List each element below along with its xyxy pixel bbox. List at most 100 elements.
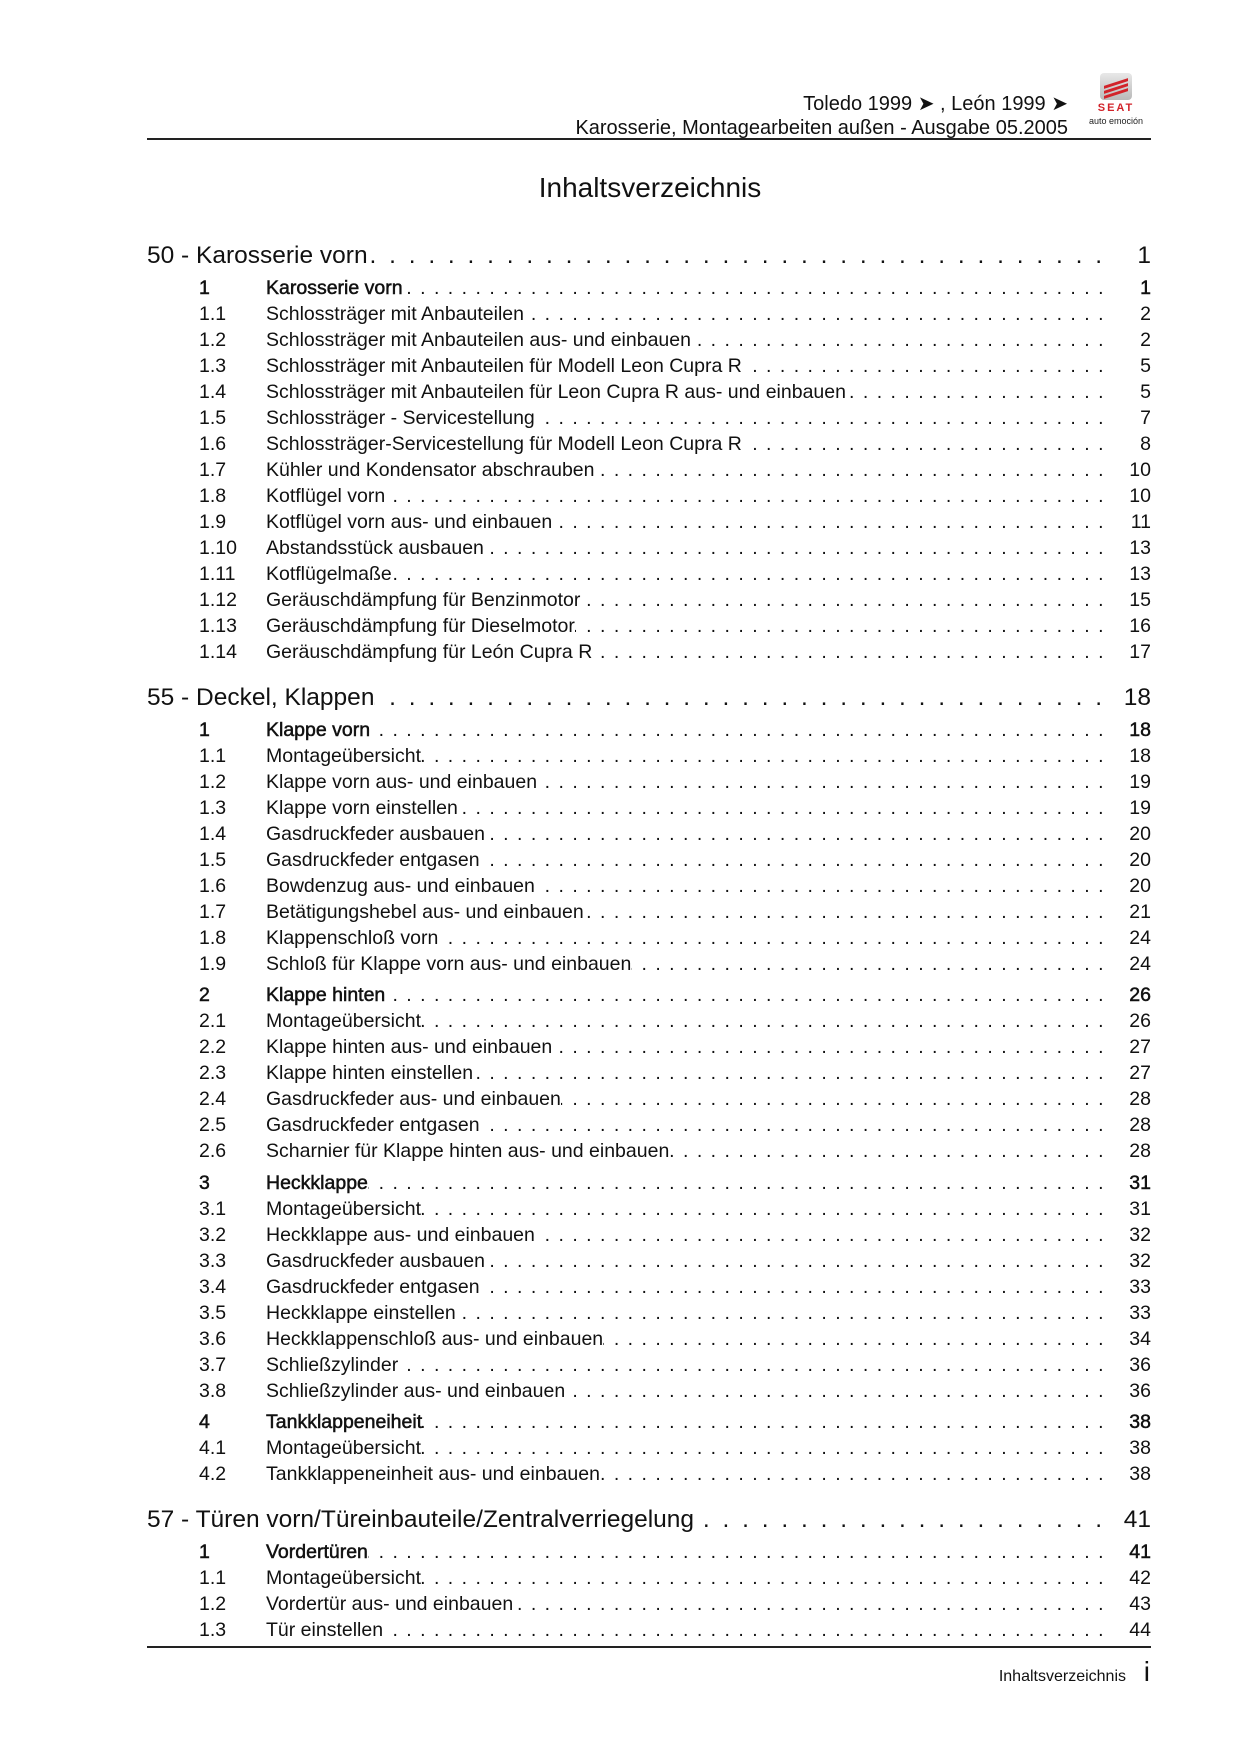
toc-entry[interactable]: 3.3 Gasdruckfeder ausbauen 32 (147, 1248, 1151, 1274)
toc-entry[interactable]: 1.2 Schlossträger mit Anbauteilen aus- un… (147, 327, 1151, 353)
dot-leader (385, 483, 1105, 509)
toc-chapter[interactable]: 1 Klappe vorn 18 (147, 717, 1152, 743)
dot-leader (513, 1591, 1105, 1617)
chapter-number: 1 (199, 277, 210, 300)
toc-entry[interactable]: 2.5 Gasdruckfeder entgasen 28 (147, 1112, 1151, 1138)
entry-title: Gasdruckfeder entgasen (266, 1275, 480, 1298)
entry-page: 32 (1129, 1249, 1151, 1272)
dot-leader (422, 1409, 1105, 1435)
table-of-contents: 50 - Karosserie vorn11Karosserie vorn11.… (147, 240, 1151, 1643)
dot-leader (694, 1504, 1105, 1536)
entry-page: 28 (1129, 1140, 1151, 1162)
toc-entry[interactable]: 1.12 Geräuschdämpfung für Benzinmotor 15 (147, 587, 1151, 613)
toc-entry[interactable]: 3.1 Montageübersicht 31 (147, 1196, 1151, 1222)
toc-entry[interactable]: 1.2 Vordertür aus- und einbauen 43 (147, 1591, 1151, 1617)
entry-title: Montageübersicht (266, 744, 422, 767)
toc-entry[interactable]: 1.11 Kotflügelmaße 13 (147, 561, 1151, 587)
toc-entry[interactable]: 1.5 Gasdruckfeder entgasen 20 (147, 847, 1151, 873)
section-title: 57 - Türen vorn/Türeinbauteile/Zentralve… (147, 1505, 695, 1533)
entry-number: 1.5 (199, 407, 227, 429)
toc-entry[interactable]: 3.2 Heckklappe aus- und einbauen 32 (147, 1222, 1151, 1248)
toc-entry[interactable]: 2.1 Montageübersicht 26 (147, 1008, 1151, 1034)
entry-title: Schließzylinder aus- und einbauen (266, 1379, 566, 1402)
toc-entry[interactable]: 1.8 Klappenschloß vorn 24 (147, 925, 1151, 951)
toc-entry[interactable]: 3.7 Schließzylinder 36 (147, 1352, 1151, 1378)
toc-entry[interactable]: 1.14 Geräuschdämpfung für León Cupra R 17 (147, 639, 1151, 665)
toc-entry[interactable]: 1.3 Klappe vorn einstellen 19 (147, 795, 1151, 821)
toc-section[interactable]: 50 - Karosserie vorn 1 (147, 240, 1151, 272)
toc-entry[interactable]: 1.5 Schlossträger - Servicestellung 7 (147, 405, 1151, 431)
toc-chapter[interactable]: 4 Tankklappeneiheit 38 (147, 1409, 1152, 1435)
toc-entry[interactable]: 3.6 Heckklappenschloß aus- und einbauen 34 (147, 1326, 1151, 1352)
entry-number: 1.3 (199, 796, 227, 819)
entry-number: 1.7 (199, 459, 227, 481)
chapter-number: 3 (199, 1171, 210, 1194)
dot-leader (537, 769, 1105, 795)
toc-entry[interactable]: 1.3 Tür einstellen 44 (147, 1617, 1151, 1643)
entry-title: Klappe vorn einstellen (266, 796, 458, 819)
chapter-page: 18 (1129, 718, 1151, 741)
entry-title: Kotflügelmaße (266, 563, 392, 585)
toc-entry[interactable]: 2.6 Scharnier für Klappe hinten aus- und … (147, 1138, 1151, 1164)
entry-title: Schlossträger mit Anbauteilen für Leon C… (266, 381, 846, 403)
entry-number: 1.8 (199, 926, 227, 949)
toc-section[interactable]: 57 - Türen vorn/Türeinbauteile/Zentralve… (147, 1504, 1151, 1536)
entry-page: 44 (1129, 1618, 1151, 1641)
toc-chapter[interactable]: 3 Heckklappe 31 (147, 1170, 1152, 1196)
toc-entry[interactable]: 1.7 Betätigungshebel aus- und einbauen 21 (147, 899, 1151, 925)
toc-entry[interactable]: 1.9 Schloß für Klappe vorn aus- und einba… (147, 951, 1151, 977)
toc-entry[interactable]: 1.7 Kühler und Kondensator abschrauben 10 (147, 457, 1151, 483)
toc-chapter[interactable]: 1 Vordertüren 41 (147, 1539, 1152, 1565)
toc-section[interactable]: 55 - Deckel, Klappen 18 (147, 682, 1151, 714)
toc-entry[interactable]: 1.9 Kotflügel vorn aus- und einbauen 11 (147, 509, 1151, 535)
dot-leader (603, 1326, 1105, 1352)
entry-number: 3.3 (199, 1249, 227, 1272)
toc-entry[interactable]: 4.2 Tankklappeneinheit aus- und einbauen 3… (147, 1461, 1151, 1487)
toc-entry[interactable]: 3.8 Schließzylinder aus- und einbauen 36 (147, 1378, 1151, 1404)
entry-page: 5 (1140, 355, 1151, 377)
toc-entry[interactable]: 1.1 Montageübersicht 18 (147, 743, 1151, 769)
entry-page: 18 (1129, 744, 1151, 767)
chapter-title: Heckklappe (266, 1171, 368, 1194)
entry-title: Klappe hinten aus- und einbauen (266, 1036, 553, 1058)
toc-entry[interactable]: 3.4 Gasdruckfeder entgasen 33 (147, 1274, 1151, 1300)
dot-leader (456, 1300, 1105, 1326)
dot-leader (480, 1274, 1105, 1300)
dot-leader (370, 717, 1105, 743)
entry-page: 13 (1129, 537, 1151, 559)
toc-entry[interactable]: 1.4 Schlossträger mit Anbauteilen für Leo… (147, 379, 1151, 405)
entry-number: 1.1 (199, 303, 227, 325)
entry-title: Abstandsstück ausbauen (266, 537, 484, 559)
toc-entry[interactable]: 1.13 Geräuschdämpfung für Dieselmotor 16 (147, 613, 1151, 639)
toc-entry[interactable]: 2.2 Klappe hinten aus- und einbauen 27 (147, 1034, 1151, 1060)
entry-title: Klappenschloß vorn (266, 926, 439, 949)
toc-entry[interactable]: 4.1 Montageübersicht 38 (147, 1435, 1151, 1461)
entry-page: 20 (1129, 822, 1151, 845)
toc-chapter[interactable]: 1 Karosserie vorn 1 (147, 275, 1152, 301)
dot-leader (392, 561, 1105, 587)
entry-page: 17 (1129, 641, 1151, 663)
section-title: 55 - Deckel, Klappen (147, 683, 375, 711)
toc-entry[interactable]: 1.4 Gasdruckfeder ausbauen 20 (147, 821, 1151, 847)
toc-entry[interactable]: 1.1 Montageübersicht 42 (147, 1565, 1151, 1591)
toc-entry[interactable]: 1.6 Bowdenzug aus- und einbauen 20 (147, 873, 1151, 899)
dot-leader (535, 405, 1105, 431)
entry-number: 2.6 (199, 1140, 227, 1162)
page-title: Inhaltsverzeichnis (538, 172, 762, 203)
toc-entry[interactable]: 1.8 Kotflügel vorn 10 (147, 483, 1151, 509)
entry-number: 1.12 (199, 589, 237, 611)
toc-entry[interactable]: 2.4 Gasdruckfeder aus- und einbauen 28 (147, 1086, 1151, 1112)
toc-chapter[interactable]: 2 Klappe hinten 26 (147, 982, 1152, 1008)
toc-entry[interactable]: 1.1 Schlossträger mit Anbauteilen 2 (147, 301, 1151, 327)
toc-entry[interactable]: 1.6 Schlossträger-Servicestellung für Mod… (147, 431, 1151, 457)
toc-entry[interactable]: 1.2 Klappe vorn aus- und einbauen 19 (147, 769, 1151, 795)
toc-entry[interactable]: 2.3 Klappe hinten einstellen 27 (147, 1060, 1151, 1086)
toc-entry[interactable]: 1.10 Abstandsstück ausbauen 13 (147, 535, 1151, 561)
entry-title: Geräuschdämpfung für León Cupra R (266, 641, 593, 663)
dot-leader (535, 873, 1105, 899)
dot-leader (398, 1352, 1105, 1378)
toc-entry[interactable]: 1.3 Schlossträger mit Anbauteilen für Mod… (147, 353, 1151, 379)
entry-title: Schlossträger mit Anbauteilen für Modell… (266, 355, 742, 377)
chapter-title: Vordertüren (266, 1540, 368, 1563)
toc-entry[interactable]: 3.5 Heckklappe einstellen 33 (147, 1300, 1151, 1326)
